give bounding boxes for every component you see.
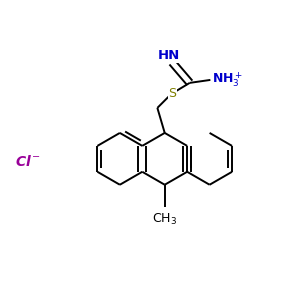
Text: HN: HN [158,49,180,62]
Text: NH$_3^+$: NH$_3^+$ [212,70,243,89]
Text: S: S [168,87,176,100]
Text: Cl$^-$: Cl$^-$ [15,154,41,169]
Text: CH$_3$: CH$_3$ [152,212,177,227]
